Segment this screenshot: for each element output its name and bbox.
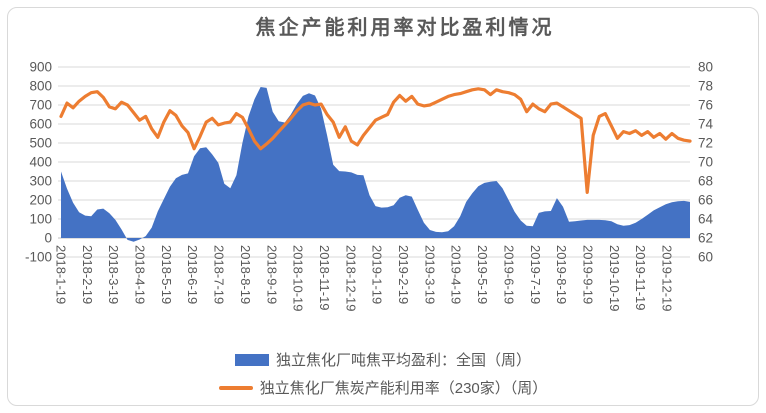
x-axis-date-label: 2019-2-19 bbox=[396, 245, 411, 304]
left-axis-tick: 300 bbox=[29, 174, 52, 189]
left-axis-tick: 500 bbox=[29, 136, 52, 151]
utilization-line-series bbox=[59, 87, 692, 194]
right-axis-tick: 66 bbox=[698, 193, 713, 208]
x-axis-date-label: 2018-1-19 bbox=[54, 245, 69, 304]
x-axis-date-label: 2019-8-19 bbox=[554, 245, 569, 304]
x-axis-date-label: 2018-9-19 bbox=[264, 245, 279, 304]
chart-legend: 独立焦化厂吨焦平均盈利：全国（周） 独立焦化厂焦炭产能利用率（230家）（周） bbox=[0, 349, 766, 398]
left-axis-tick: 400 bbox=[29, 155, 52, 170]
x-axis-date-label: 2018-5-19 bbox=[159, 245, 174, 304]
x-axis-date-label: 2019-11-19 bbox=[633, 245, 648, 311]
right-axis-tick: 68 bbox=[698, 174, 713, 189]
profit-area-swatch-icon bbox=[234, 353, 269, 366]
left-axis-tick: 0 bbox=[44, 231, 52, 246]
x-axis-date-label: 2018-7-19 bbox=[212, 245, 227, 304]
left-axis-tick: 900 bbox=[29, 60, 52, 75]
utilization-line-swatch-icon bbox=[218, 385, 253, 390]
right-axis-tick: 60 bbox=[698, 250, 713, 265]
x-axis-date-label: 2019-9-19 bbox=[580, 245, 595, 304]
right-axis-tick: 62 bbox=[698, 231, 713, 246]
legend-item-profit: 独立焦化厂吨焦平均盈利：全国（周） bbox=[234, 349, 531, 370]
x-axis-date-label: 2018-6-19 bbox=[185, 245, 200, 304]
left-axis-tick: -100 bbox=[25, 250, 52, 265]
x-axis-date-label: 2019-10-19 bbox=[607, 245, 622, 312]
chart-plot: 900 800 700 600 500 400 300 200 100 0 -100 80 78 76 74… bbox=[25, 60, 714, 312]
x-axis-date-label: 2019-12-19 bbox=[660, 245, 675, 312]
x-axis-date-label: 2018-11-19 bbox=[317, 245, 332, 311]
x-axis-date-label: 2018-2-19 bbox=[80, 245, 95, 304]
x-axis-date-label: 2019-7-19 bbox=[528, 245, 543, 304]
x-axis-date-label: 2019-1-19 bbox=[370, 245, 385, 304]
left-axis-tick: 100 bbox=[29, 212, 52, 227]
chart-title: 焦企产能利用率对比盈利情况 bbox=[255, 17, 555, 39]
right-axis-tick: 70 bbox=[698, 155, 713, 170]
x-axis-date-label: 2019-6-19 bbox=[501, 245, 516, 304]
x-axis-date-label: 2019-5-19 bbox=[475, 245, 490, 304]
right-axis-tick: 72 bbox=[698, 136, 713, 151]
right-axis-tick: 74 bbox=[698, 117, 714, 132]
x-axis-date-label: 2019-4-19 bbox=[449, 245, 464, 304]
right-axis-tick: 64 bbox=[698, 212, 714, 227]
right-axis-tick: 80 bbox=[698, 60, 713, 75]
x-axis-date-label: 2018-10-19 bbox=[291, 245, 306, 312]
x-axis-date-label: 2018-8-19 bbox=[238, 245, 253, 304]
left-axis-tick: 800 bbox=[29, 79, 52, 94]
right-axis-tick: 76 bbox=[698, 98, 713, 113]
x-axis-date-label: 2018-4-19 bbox=[133, 245, 148, 304]
left-axis-tick: 700 bbox=[29, 98, 52, 113]
profit-area-series bbox=[61, 87, 690, 242]
left-axis-tick: 600 bbox=[29, 117, 52, 132]
left-axis-tick: 200 bbox=[29, 193, 52, 208]
x-axis-date-label: 2018-3-19 bbox=[106, 245, 121, 304]
x-axis-date-label: 2019-3-19 bbox=[422, 245, 437, 304]
legend-label-utilization: 独立焦化厂焦炭产能利用率（230家）（周） bbox=[259, 380, 548, 397]
right-axis-tick: 78 bbox=[698, 79, 713, 94]
legend-item-utilization: 独立焦化厂焦炭产能利用率（230家）（周） bbox=[218, 377, 548, 398]
x-axis-date-label: 2018-12-19 bbox=[343, 245, 358, 312]
legend-label-profit: 独立焦化厂吨焦平均盈利：全国（周） bbox=[275, 352, 531, 369]
